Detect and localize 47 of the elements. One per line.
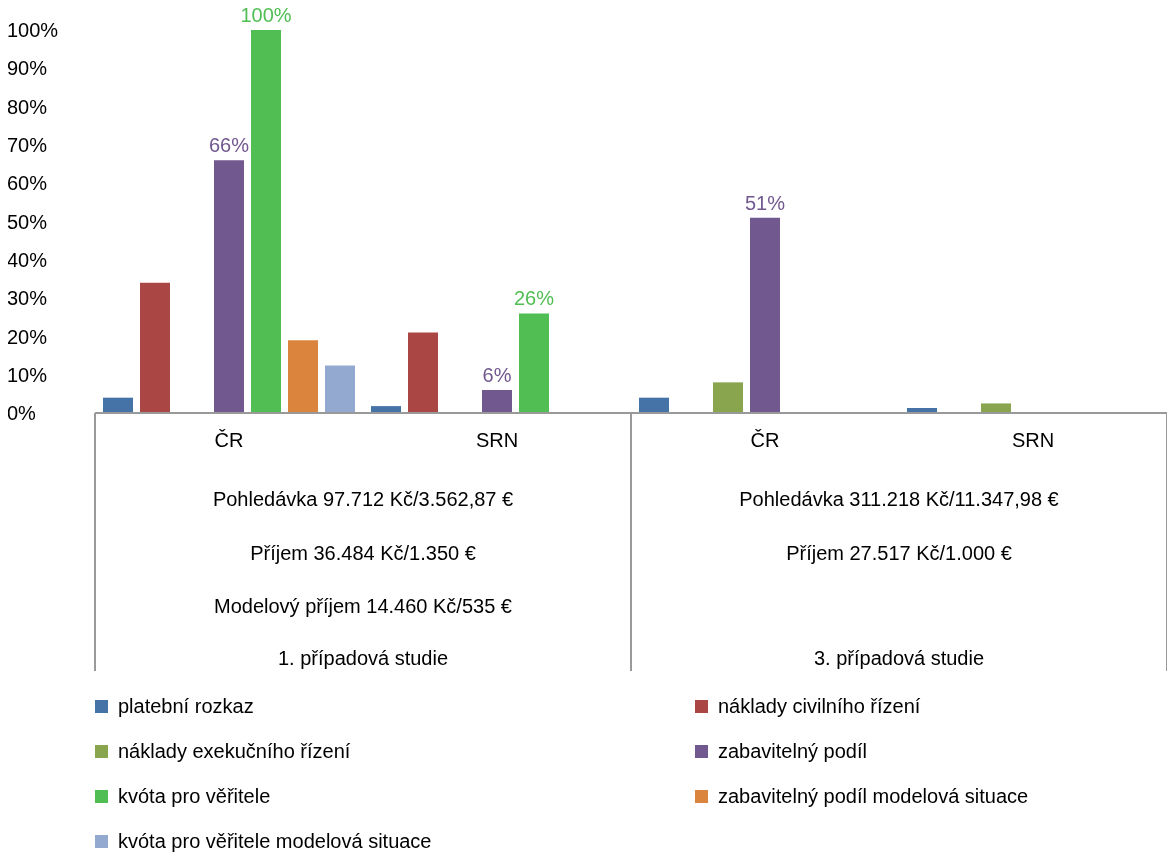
bar xyxy=(288,340,318,413)
legend-label: náklady exekučního řízení xyxy=(118,739,351,763)
bar xyxy=(482,390,512,413)
y-tick-label: 30% xyxy=(7,287,48,310)
bar xyxy=(251,30,281,413)
legend-label: zabavitelný podíl modelová situace xyxy=(718,784,1029,808)
data-label: 66% xyxy=(208,134,250,157)
bar xyxy=(325,365,355,413)
legend-label: platební rozkaz xyxy=(118,694,254,718)
x-tick-label: ČR xyxy=(750,429,780,452)
bar xyxy=(713,382,743,413)
text: Pohledávka 97.712 Kč/3.562,87 € xyxy=(211,488,515,511)
bar xyxy=(981,403,1011,413)
y-tick-label: 80% xyxy=(7,95,48,118)
bar xyxy=(639,397,669,413)
y-tick-label: 50% xyxy=(7,210,48,233)
text: Příjem 36.484 Kč/1.350 € xyxy=(249,542,477,565)
bar xyxy=(214,160,244,413)
legend-label: kvóta pro věřitele modelová situace xyxy=(118,829,432,853)
y-tick-label: 100% xyxy=(7,19,59,42)
text: 3. případová studie xyxy=(812,647,986,670)
y-tick-label: 60% xyxy=(7,172,48,195)
bar xyxy=(519,313,549,413)
data-label: 100% xyxy=(240,4,292,26)
legend-label: kvóta pro věřitele xyxy=(118,784,271,808)
x-tick-label: SRN xyxy=(1011,429,1055,452)
x-tick-label: ČR xyxy=(214,429,244,452)
legend-label: zabavitelný podíl xyxy=(718,739,867,763)
bar xyxy=(408,332,438,413)
x-tick-label: SRN xyxy=(475,429,519,452)
text: 1. případová studie xyxy=(276,647,450,670)
text: Pohledávka 311.218 Kč/11.347,98 € xyxy=(738,488,1060,511)
data-label: 6% xyxy=(482,364,512,387)
text: Příjem 27.517 Kč/1.000 € xyxy=(785,542,1013,565)
data-label: 51% xyxy=(744,191,786,214)
y-tick-label: 40% xyxy=(7,248,48,271)
bar xyxy=(750,217,780,413)
data-label: 26% xyxy=(513,287,555,310)
bar xyxy=(103,397,133,413)
bar xyxy=(140,282,170,413)
y-tick-label: 90% xyxy=(7,57,48,80)
y-tick-label: 0% xyxy=(7,402,37,425)
y-tick-label: 20% xyxy=(7,325,48,348)
y-tick-label: 10% xyxy=(7,363,48,386)
y-tick-label: 70% xyxy=(7,134,48,156)
text: Modelový příjem 14.460 Kč/535 € xyxy=(213,595,513,618)
legend-label: náklady civilního řízení xyxy=(718,694,921,718)
